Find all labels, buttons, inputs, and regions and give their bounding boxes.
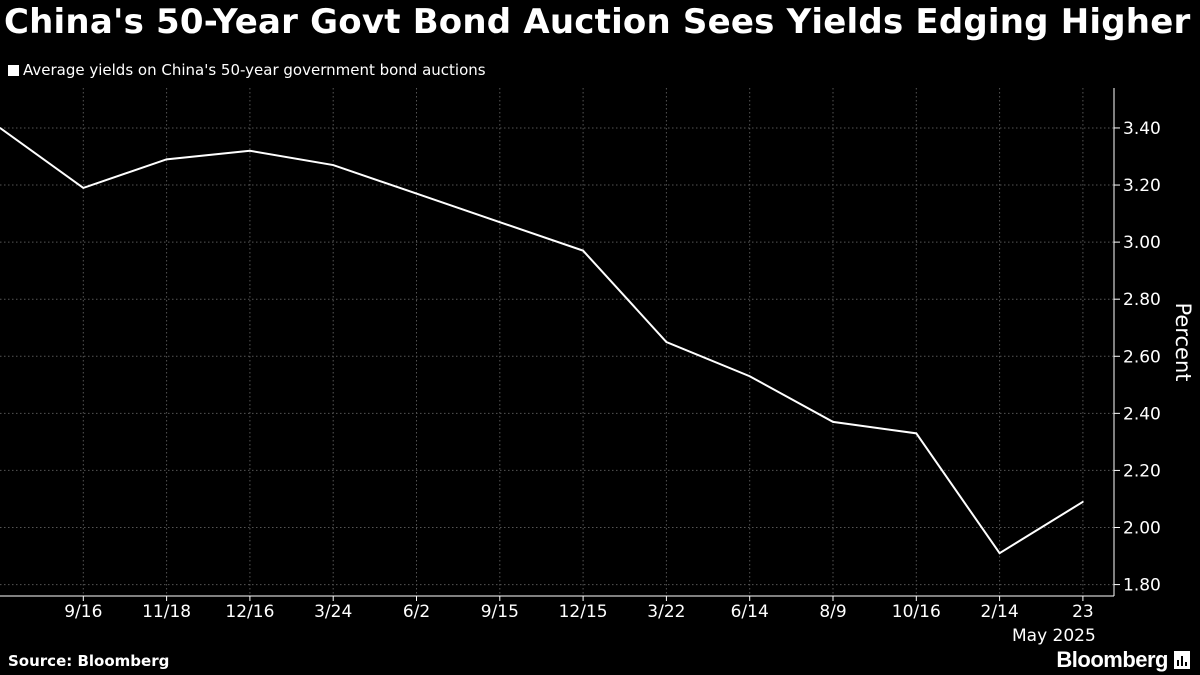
data-point xyxy=(998,552,1001,554)
data-point xyxy=(332,164,335,166)
data-point xyxy=(499,221,501,223)
x-tick-label: 3/24 xyxy=(314,602,352,622)
x-tick-label: 8/9 xyxy=(819,602,846,622)
data-point xyxy=(582,249,584,252)
grid-lines xyxy=(0,88,1114,596)
y-tick-label: 1.80 xyxy=(1123,576,1161,596)
x-tick-label: 11/18 xyxy=(142,602,191,622)
data-point xyxy=(0,127,1,129)
bloomberg-terminal-icon xyxy=(1174,651,1190,669)
x-tick-label: 2/14 xyxy=(981,602,1019,622)
data-point xyxy=(915,432,918,435)
x-tick-label: 10/16 xyxy=(892,602,941,622)
tick-labels: 3.40 3.20 3.00 2.80 2.60 2.40 2.20 2.00 1.80 9/16… xyxy=(64,119,1195,646)
y-tick-label: 3.40 xyxy=(1123,119,1161,139)
brand-logo: Bloomberg xyxy=(1056,647,1190,673)
y-tick-label: 2.60 xyxy=(1123,347,1161,367)
data-point xyxy=(82,187,85,189)
y-tick-label: 2.80 xyxy=(1123,290,1161,310)
data-point xyxy=(249,149,251,152)
legend: Average yields on China's 50-year govern… xyxy=(8,61,486,79)
x-tick-label: 12/15 xyxy=(559,602,608,622)
data-point xyxy=(415,192,418,195)
x-tick-label: 12/16 xyxy=(225,602,274,622)
series-line xyxy=(0,127,1084,555)
y-tick-label: 2.40 xyxy=(1123,404,1161,424)
data-point xyxy=(1082,501,1084,503)
data-point xyxy=(165,158,168,161)
y-tick-label: 2.20 xyxy=(1123,461,1161,481)
y-axis-label: Percent xyxy=(1171,302,1195,381)
legend-label: Average yields on China's 50-year govern… xyxy=(23,61,486,79)
brand-name: Bloomberg xyxy=(1056,647,1168,672)
data-point xyxy=(832,421,834,423)
y-tick-label: 3.20 xyxy=(1123,176,1161,196)
y-tick-label: 2.00 xyxy=(1123,519,1161,539)
data-point xyxy=(665,341,668,343)
chart-title: China's 50-Year Govt Bond Auction Sees Y… xyxy=(4,2,1191,42)
source-note: Source: Bloomberg xyxy=(8,652,170,670)
legend-swatch xyxy=(8,64,19,76)
x-tick-label: 9/15 xyxy=(481,602,519,622)
data-point xyxy=(748,375,751,378)
x-tick-label: 6/2 xyxy=(403,602,430,622)
x-tick-label: 3/22 xyxy=(647,602,685,622)
y-tick-label: 3.00 xyxy=(1123,233,1161,253)
x-tick-label: 6/14 xyxy=(731,602,769,622)
x-secondary-label: May 2025 xyxy=(1012,626,1096,646)
x-tick-label: 23 xyxy=(1072,602,1094,622)
series-layer xyxy=(0,127,1084,555)
x-tick-label: 9/16 xyxy=(64,602,102,622)
axes xyxy=(0,88,1120,601)
